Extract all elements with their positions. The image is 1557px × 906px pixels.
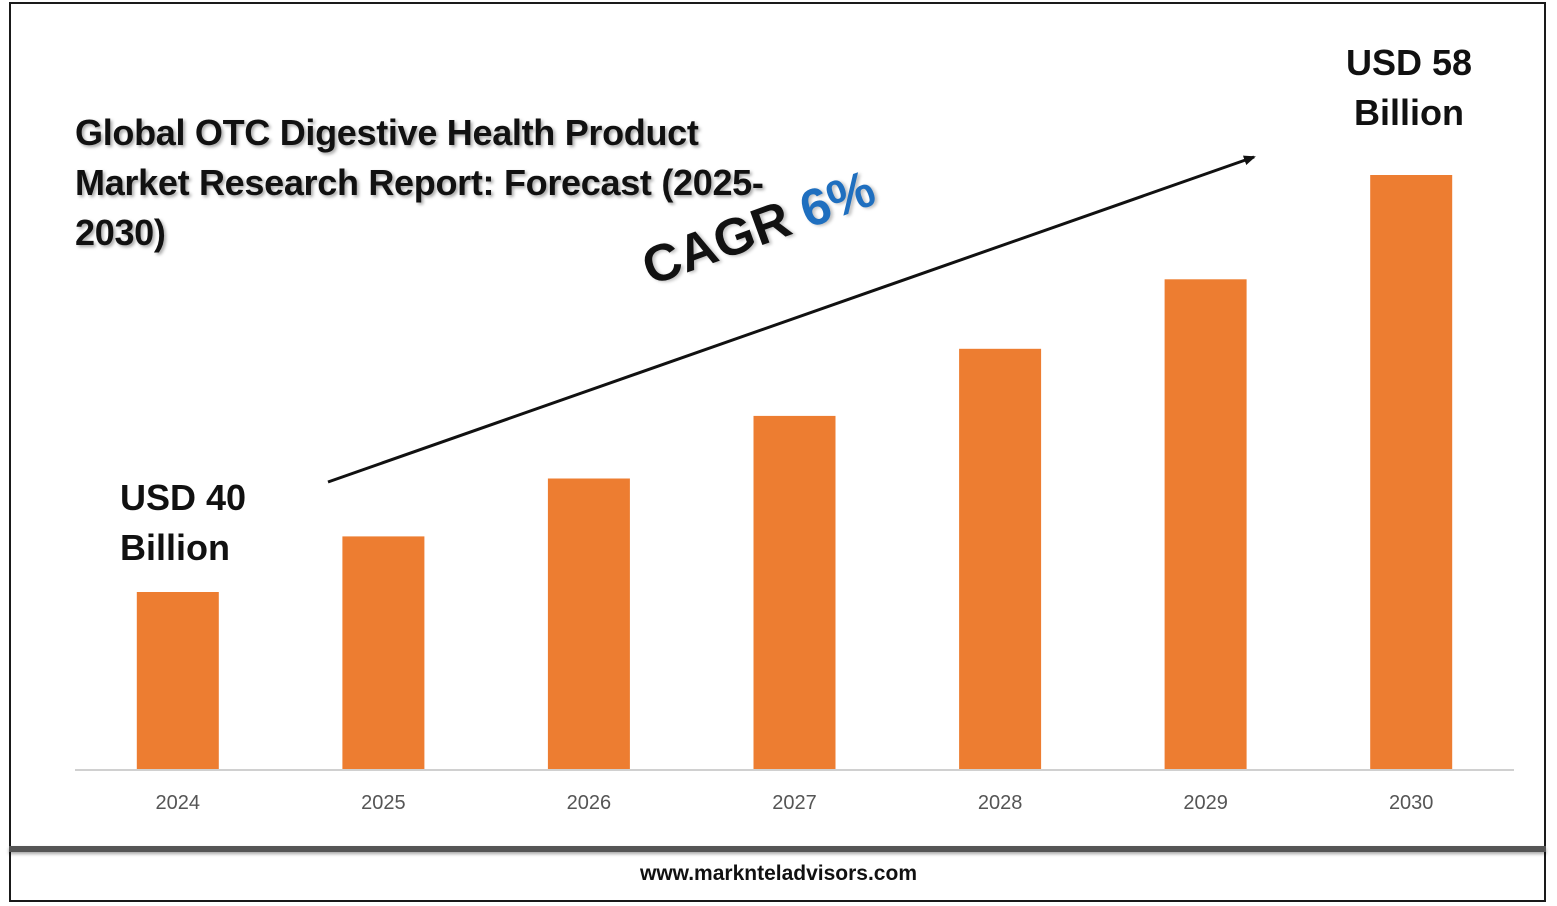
x-tick-label-2027: 2027 [772, 792, 817, 814]
x-tick-label-2030: 2030 [1389, 792, 1434, 814]
bar-2028 [959, 348, 1042, 771]
bar-series [136, 175, 1453, 771]
bar-2026 [547, 478, 630, 770]
footer-website: www.marknteladvisors.com [640, 862, 917, 885]
chart-title: Global OTC Digestive Health Product Mark… [75, 112, 764, 253]
growth-arrow [327, 155, 1256, 484]
bar-2024 [136, 592, 219, 770]
bar-2025 [342, 536, 425, 770]
x-axis-ticks: 2024 2025 2026 2027 2028 2029 2030 [156, 792, 1434, 814]
start-value-callout: USD 40 Billion [120, 473, 246, 573]
start-value-line1: USD 40 [120, 477, 247, 518]
start-value-line2: Billion [120, 527, 230, 568]
x-tick-label-2028: 2028 [978, 792, 1023, 814]
footer-divider [9, 846, 1546, 852]
bar-2030 [1370, 175, 1453, 770]
end-value-line2: Billion [1354, 92, 1465, 133]
bar-2027 [753, 415, 836, 770]
bar-2029 [1164, 279, 1247, 771]
end-value-callout: USD 58 Billion [1346, 38, 1472, 138]
x-tick-label-2026: 2026 [567, 792, 612, 814]
x-tick-label-2029: 2029 [1183, 792, 1228, 814]
x-tick-label-2024: 2024 [156, 792, 201, 814]
end-value-line1: USD 58 [1346, 42, 1473, 83]
x-tick-label-2025: 2025 [361, 792, 406, 814]
